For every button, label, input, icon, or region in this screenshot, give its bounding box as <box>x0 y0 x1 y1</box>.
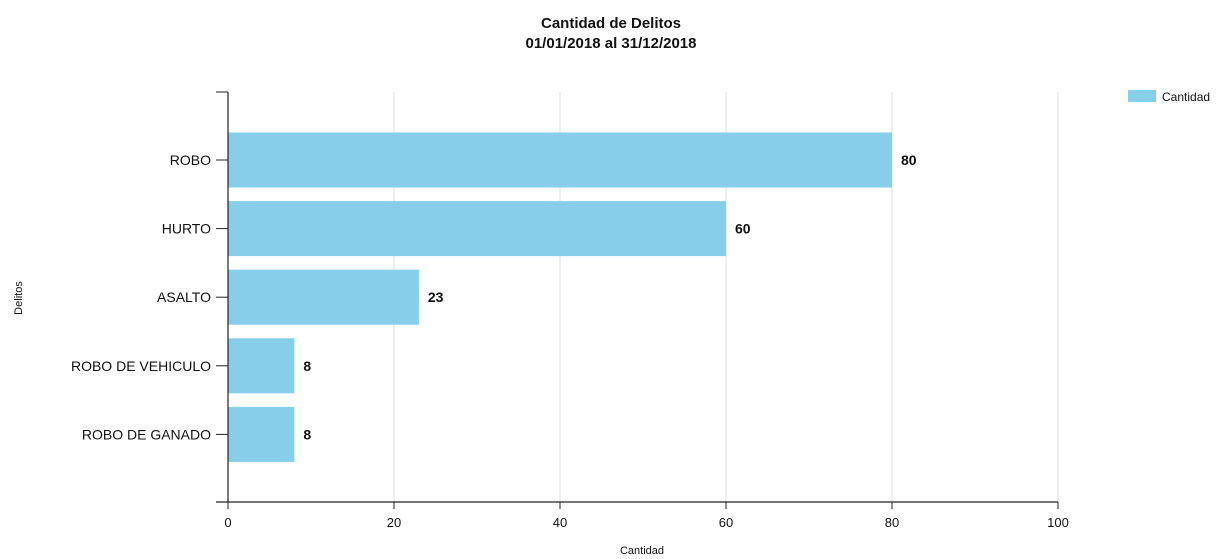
legend-swatch <box>1128 90 1156 102</box>
chart-title: Cantidad de Delitos <box>541 15 681 32</box>
x-tick-label: 80 <box>885 515 899 530</box>
bar[interactable] <box>228 269 419 325</box>
bar[interactable] <box>228 201 726 257</box>
axes: 0 20 40 60 80 100 ROBO HURTO ASALTO ROBO DE VEHIC… <box>71 91 1069 530</box>
data-label: 80 <box>901 152 917 168</box>
legend-label: Cantidad <box>1162 90 1210 104</box>
bar[interactable] <box>228 338 295 394</box>
x-tick-label: 100 <box>1047 515 1069 530</box>
y-axis-title: Delitos <box>13 281 25 315</box>
category-label: ROBO DE GANADO <box>82 426 211 442</box>
category-label: HURTO <box>162 221 211 237</box>
data-label: 8 <box>303 358 311 374</box>
data-label: 23 <box>428 289 444 305</box>
category-label: ASALTO <box>157 289 211 305</box>
data-label: 8 <box>303 426 311 442</box>
data-label: 60 <box>735 221 751 237</box>
bar[interactable] <box>228 406 295 462</box>
category-label: ROBO <box>170 152 211 168</box>
x-tick-label: 60 <box>719 515 733 530</box>
legend[interactable]: Cantidad <box>1128 90 1210 104</box>
category-label: ROBO DE VEHICULO <box>71 358 211 374</box>
bar[interactable] <box>228 132 892 188</box>
x-tick-label: 40 <box>553 515 567 530</box>
x-tick-label: 0 <box>224 515 231 530</box>
bars: 80 60 23 8 8 <box>228 132 917 462</box>
x-axis-title: Cantidad <box>620 545 664 557</box>
chart-subtitle: 01/01/2018 al 31/12/2018 <box>526 35 697 52</box>
x-tick-label: 20 <box>387 515 401 530</box>
